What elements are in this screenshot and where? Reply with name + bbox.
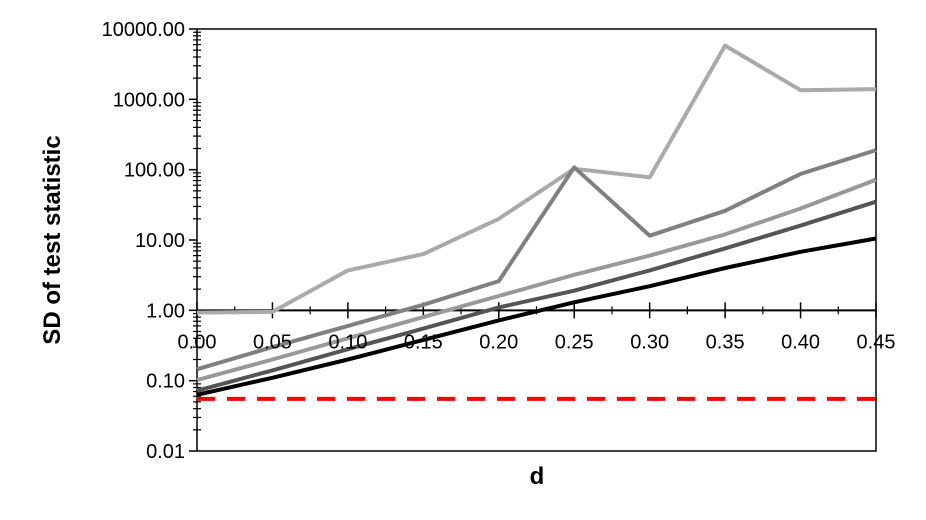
- axes-layer: [189, 28, 877, 452]
- series-line-5: [196, 236, 877, 397]
- y-tick-label: 1.00: [146, 300, 185, 322]
- labels-layer: 0.01 0.10 1.00 10.00 100.00 1000.00 10000.00 0.…: [102, 19, 896, 463]
- x-axis-title: d: [530, 463, 545, 490]
- x-tick-label: 0.30: [630, 331, 669, 353]
- x-tick-label: 0.35: [706, 331, 745, 353]
- series-line-1: [196, 43, 877, 315]
- y-tick-label: 10000.00: [102, 19, 185, 41]
- y-tick-label: 0.01: [146, 441, 185, 463]
- y-tick-label: 1000.00: [113, 89, 185, 111]
- series-line-4: [196, 199, 877, 393]
- y-tick-label: 0.10: [146, 371, 185, 393]
- x-tick-label: 0.15: [404, 331, 443, 353]
- y-tick-label: 100.00: [124, 160, 185, 182]
- y-tick-label: 10.00: [135, 230, 185, 252]
- series-line-3: [196, 177, 877, 383]
- series-layer: [196, 43, 877, 401]
- x-tick-label: 0.05: [253, 331, 292, 353]
- y-axis-title: SD of test statistic: [39, 135, 66, 344]
- x-tick-label: 0.25: [555, 331, 594, 353]
- x-tick-label: 0.00: [178, 331, 217, 353]
- plot-frame: [196, 28, 877, 452]
- series-line-2: [196, 148, 877, 372]
- x-tick-label: 0.10: [328, 331, 367, 353]
- x-tick-label: 0.45: [857, 331, 896, 353]
- x-tick-label: 0.40: [781, 331, 820, 353]
- x-tick-label: 0.20: [479, 331, 518, 353]
